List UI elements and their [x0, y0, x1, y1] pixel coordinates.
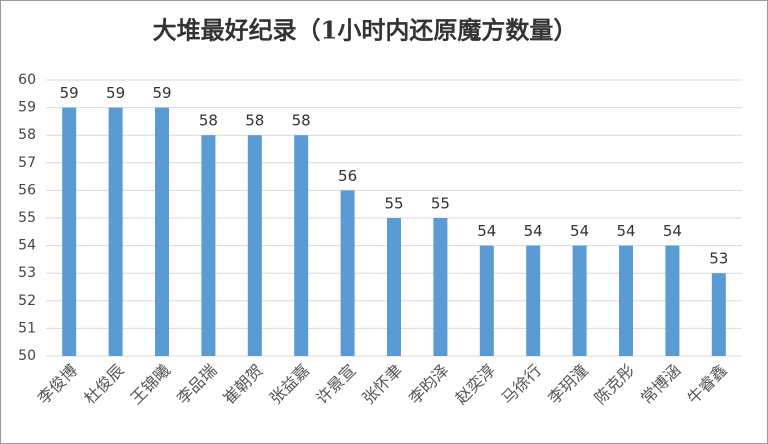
bar — [247, 135, 262, 356]
chart-title: 大堆最好纪录（1小时内还原魔方数量） — [153, 16, 578, 45]
bar — [572, 245, 587, 356]
value-label: 58 — [199, 112, 218, 130]
bar — [108, 107, 123, 356]
bar — [387, 218, 401, 356]
y-tick-label: 55 — [18, 210, 36, 226]
bar — [340, 190, 355, 356]
value-label: 55 — [384, 195, 403, 213]
value-label: 54 — [524, 222, 543, 240]
value-label: 59 — [152, 84, 171, 102]
value-label: 58 — [245, 112, 264, 130]
bar — [155, 107, 169, 356]
bar — [201, 135, 216, 356]
y-tick-label: 50 — [18, 348, 36, 364]
value-label: 54 — [570, 222, 589, 240]
y-tick-label: 52 — [18, 293, 36, 309]
bar — [433, 218, 448, 356]
value-label: 56 — [338, 167, 357, 185]
y-tick-label: 57 — [18, 155, 36, 171]
y-tick-label: 51 — [18, 320, 36, 336]
y-tick-label: 59 — [18, 100, 36, 116]
bar — [711, 273, 726, 356]
value-label: 54 — [616, 222, 635, 240]
bar — [62, 107, 77, 356]
y-tick-label: 60 — [18, 72, 36, 88]
y-tick-label: 54 — [18, 238, 36, 254]
value-label: 53 — [709, 250, 728, 268]
y-tick-label: 53 — [18, 265, 36, 281]
bar — [479, 245, 494, 356]
bar — [619, 245, 633, 356]
value-label: 59 — [106, 84, 125, 102]
bar — [526, 245, 541, 356]
value-label: 58 — [292, 112, 311, 130]
value-label: 54 — [477, 222, 496, 240]
value-label: 55 — [431, 195, 450, 213]
value-label: 54 — [663, 222, 682, 240]
bar — [294, 135, 309, 356]
value-label: 59 — [60, 84, 79, 102]
y-tick-label: 56 — [18, 182, 36, 198]
y-tick-label: 58 — [18, 127, 36, 143]
bar — [665, 245, 680, 356]
